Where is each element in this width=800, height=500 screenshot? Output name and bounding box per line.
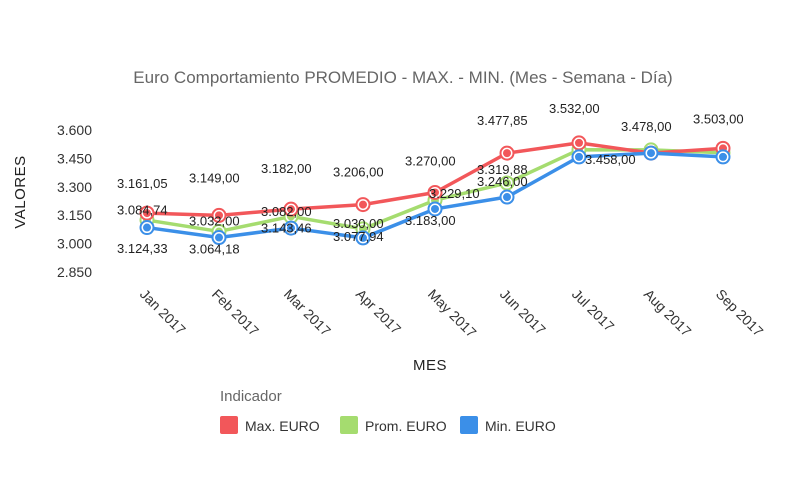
x-tick-label: Feb 2017: [209, 286, 262, 339]
data-label: 3.161,05: [117, 176, 168, 191]
y-tick-label: 2.850: [57, 264, 92, 280]
x-tick-label: Mar 2017: [281, 286, 334, 339]
x-tick-label: Aug 2017: [641, 286, 695, 340]
data-label: 3.149,00: [189, 170, 240, 185]
x-tick-label: Apr 2017: [353, 286, 405, 338]
data-point: [431, 204, 439, 213]
data-point: [575, 152, 583, 161]
data-point: [503, 193, 511, 202]
y-axis-title: VALORES: [12, 155, 29, 228]
x-tick-label: May 2017: [425, 286, 480, 341]
y-tick-label: 3.300: [57, 179, 92, 195]
legend-swatch: [340, 416, 358, 434]
data-label: 3.319,88: [477, 162, 528, 177]
data-label: 3.182,00: [261, 161, 312, 176]
data-point: [647, 149, 655, 158]
data-label: 3.229,10: [429, 186, 480, 201]
data-point: [359, 200, 367, 209]
plot-area: 2.850 3.000 3.150 3.300 3.450 3.600 Jan 2017 Fe…: [57, 101, 767, 341]
data-label: 3.206,00: [333, 165, 384, 180]
data-point: [359, 233, 367, 242]
data-label: 3.064,18: [189, 241, 240, 256]
data-point: [431, 188, 439, 197]
data-label: 3.124,33: [117, 241, 168, 256]
data-point: [575, 138, 583, 147]
legend-title: Indicador: [220, 388, 282, 405]
data-label: 3.032,00: [189, 214, 240, 229]
data-label: 3.478,00: [621, 119, 672, 134]
data-point: [143, 209, 151, 218]
chart-title: Euro Comportamiento PROMEDIO - MAX. - MI…: [133, 68, 672, 87]
legend-label: Prom. EURO: [365, 418, 447, 434]
data-label: 3.030,00: [333, 216, 384, 231]
data-point: [287, 224, 295, 233]
data-point: [287, 205, 295, 214]
legend-label: Min. EURO: [485, 418, 556, 434]
data-label: 3.183,00: [405, 213, 456, 228]
data-point: [503, 149, 511, 158]
x-tick-label: Jul 2017: [569, 286, 618, 335]
data-label: 3.084,74: [117, 203, 168, 218]
data-point: [719, 152, 727, 161]
data-label: 3.458,00: [585, 152, 636, 167]
x-tick-label: Jan 2017: [137, 286, 189, 338]
y-tick-label: 3.450: [57, 150, 92, 166]
data-label: 3.503,00: [693, 111, 744, 126]
y-tick-label: 3.600: [57, 122, 92, 138]
legend-label: Max. EURO: [245, 418, 320, 434]
y-tick-label: 3.150: [57, 207, 92, 223]
data-label: 3.246,00: [477, 174, 528, 189]
data-point: [503, 179, 511, 188]
x-tick-label: Sep 2017: [713, 286, 767, 340]
data-label: 3.143,46: [261, 220, 312, 235]
x-tick-label: Jun 2017: [497, 286, 549, 338]
x-axis-title: MES: [413, 357, 447, 374]
data-label: 3.270,00: [405, 153, 456, 168]
legend-swatch: [220, 416, 238, 434]
data-label: 3.477,85: [477, 113, 528, 128]
data-point: [215, 233, 223, 242]
data-point: [143, 223, 151, 232]
legend-swatch: [460, 416, 478, 434]
legend: Max. EURO Prom. EURO Min. EURO: [220, 416, 556, 434]
data-label: 3.077,94: [333, 229, 384, 244]
y-tick-label: 3.000: [57, 236, 92, 252]
data-label: 3.532,00: [549, 101, 600, 116]
data-point: [215, 211, 223, 220]
data-label: 3.082,00: [261, 204, 312, 219]
